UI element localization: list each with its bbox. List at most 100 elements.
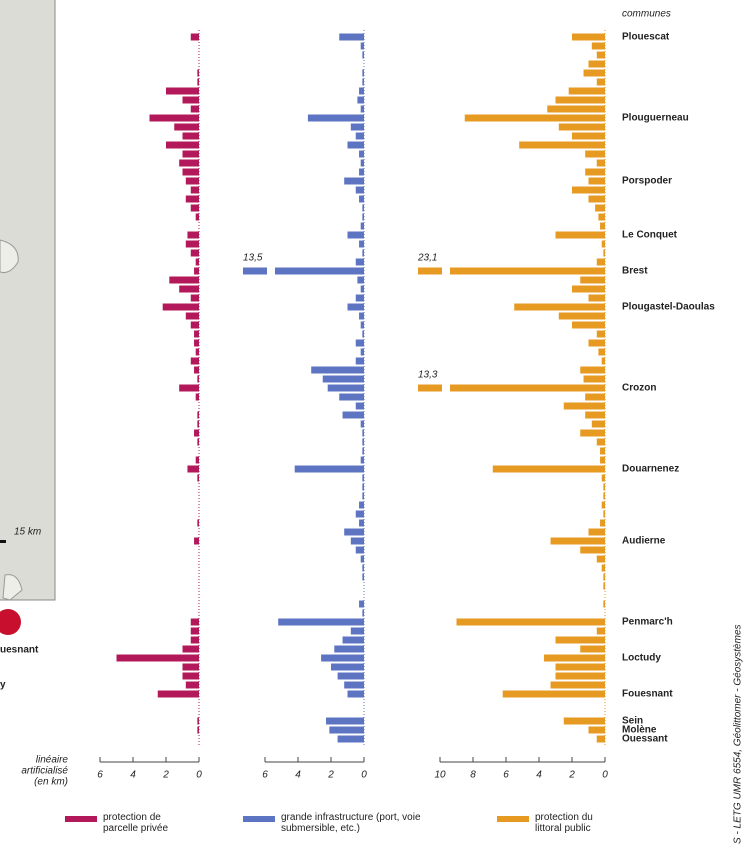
bar: [359, 600, 364, 608]
bar: [195, 456, 199, 464]
bar: [182, 672, 199, 680]
bar: [307, 114, 364, 122]
bar: [563, 402, 605, 410]
bar: [588, 195, 605, 203]
category-label: Molène: [622, 725, 657, 736]
x-tick-label: 0: [602, 770, 608, 781]
bar: [190, 627, 199, 635]
bar: [543, 654, 605, 662]
bar: [601, 357, 605, 365]
bar: [185, 240, 199, 248]
bar: [182, 663, 199, 671]
bar: [190, 357, 199, 365]
x-tick-label: 4: [295, 770, 301, 781]
bar: [583, 375, 605, 383]
bar: [187, 465, 199, 473]
bar: [450, 384, 605, 392]
category-label: Penmarc'h: [622, 617, 673, 628]
bar: [339, 33, 364, 41]
bar: [166, 87, 199, 95]
bar: [596, 438, 605, 446]
bar: [596, 627, 605, 635]
bar: [596, 78, 605, 86]
bar: [362, 573, 364, 581]
bar: [360, 42, 364, 50]
bar: [182, 168, 199, 176]
bar: [197, 420, 199, 428]
bar: [342, 636, 364, 644]
bar: [588, 60, 605, 68]
bar: [603, 573, 605, 581]
bar: [362, 483, 364, 491]
bar: [359, 501, 364, 509]
bar: [344, 681, 364, 689]
bar: [355, 357, 364, 365]
bar: [116, 654, 199, 662]
bar: [347, 141, 364, 149]
bar: [360, 348, 364, 356]
bar: [359, 312, 364, 320]
bar: [450, 267, 605, 275]
bar: [355, 402, 364, 410]
bar: [322, 375, 364, 383]
bar: [600, 447, 605, 455]
bar: [603, 249, 605, 257]
bar: [190, 636, 199, 644]
bar: [362, 429, 364, 437]
x-tick-label: 2: [162, 770, 169, 781]
category-label: Plougastel-Daoulas: [622, 302, 715, 313]
bar: [583, 69, 605, 77]
bar: [456, 618, 605, 626]
bar: [596, 735, 605, 743]
bar: [157, 690, 199, 698]
bar: [359, 240, 364, 248]
bar: [190, 33, 199, 41]
bar: [360, 420, 364, 428]
bar: [492, 465, 605, 473]
bar: [603, 492, 605, 500]
bar: [588, 177, 605, 185]
map-point: [0, 609, 21, 635]
bar: [179, 285, 199, 293]
bar: [588, 294, 605, 302]
bar: [596, 159, 605, 167]
bar: [572, 33, 605, 41]
x-tick-label: 10: [434, 770, 446, 781]
bar: [185, 195, 199, 203]
bar: [572, 132, 605, 140]
bar: [190, 186, 199, 194]
bar: [337, 735, 364, 743]
bar: [174, 123, 199, 131]
x-tick-label: 4: [536, 770, 542, 781]
bar: [519, 141, 605, 149]
category-label: Douarnenez: [622, 464, 679, 475]
x-tick-label: 4: [130, 770, 136, 781]
bar: [588, 528, 605, 536]
x-tick-label: 0: [361, 770, 367, 781]
bar: [190, 204, 199, 212]
bar: [555, 231, 605, 239]
bar: [362, 474, 364, 482]
bar: [179, 159, 199, 167]
bar: [179, 384, 199, 392]
bar: [197, 717, 199, 725]
bar: [555, 672, 605, 680]
bar: [601, 564, 605, 572]
bar: [355, 132, 364, 140]
category-label: Fouesnant: [622, 689, 673, 700]
bar: [596, 51, 605, 59]
bar: [337, 672, 364, 680]
bar: [603, 600, 605, 608]
bar: [197, 78, 199, 86]
legend-swatch: [243, 816, 275, 822]
bar: [598, 213, 605, 221]
bar: [334, 645, 364, 653]
bar: [357, 96, 364, 104]
bar: [194, 537, 199, 545]
bar: [359, 519, 364, 527]
bar-break-stub: [418, 267, 442, 275]
bar: [311, 366, 364, 374]
map-coast: [2, 574, 23, 601]
bar: [194, 366, 199, 374]
